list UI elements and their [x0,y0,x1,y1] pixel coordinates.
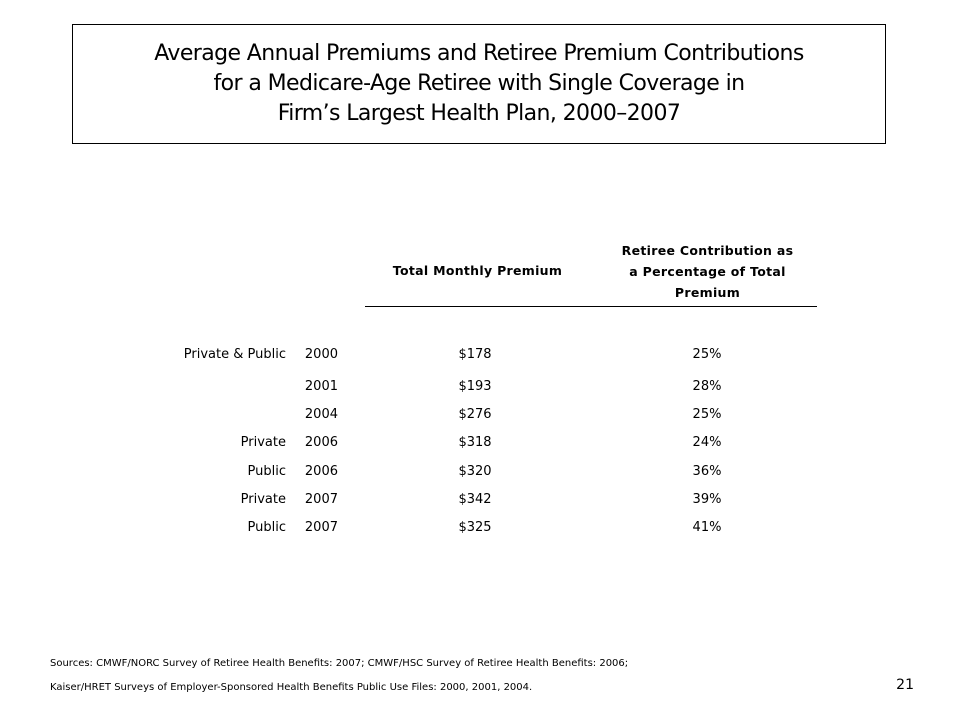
row-year: 2006 [304,464,338,479]
table-row-public-2007: Public 2007 $325 41% [0,518,960,538]
table-row-2000: Private & Public 2000 $178 25% [0,345,960,365]
sources-note: Sources: CMWF/NORC Survey of Retiree Hea… [50,652,628,700]
row-retiree-contribution-percent: 28% [692,379,722,394]
sources-note-line-2: Kaiser/HRET Surveys of Employer-Sponsore… [50,682,533,693]
column-header-retiree-contribution-line-3: Premium [674,285,741,300]
row-total-monthly-premium: $276 [458,407,492,422]
table-row-2001: 2001 $193 28% [0,377,960,397]
table-row-2004: 2004 $276 25% [0,405,960,425]
row-year: 2007 [304,492,338,507]
row-total-monthly-premium: $318 [458,435,492,450]
table-row-public-2006: Public 2006 $320 36% [0,462,960,482]
column-header-total-monthly-premium: Total Monthly Premium [392,263,563,278]
table-row-private-2006: Private 2006 $318 24% [0,433,960,453]
row-total-monthly-premium: $193 [458,379,492,394]
slide-title-box: Average Annual Premiums and Retiree Prem… [72,24,886,144]
row-sector-label: Private & Public [183,347,286,362]
row-retiree-contribution-percent: 24% [692,435,722,450]
row-total-monthly-premium: $320 [458,464,492,479]
row-total-monthly-premium: $325 [458,520,492,535]
row-year: 2007 [304,520,338,535]
sources-note-line-1: Sources: CMWF/NORC Survey of Retiree Hea… [50,658,629,669]
row-retiree-contribution-percent: 39% [692,492,722,507]
row-total-monthly-premium: $342 [458,492,492,507]
row-sector-label: Public [247,520,286,535]
row-year: 2000 [304,347,338,362]
row-sector-label: Private [240,492,286,507]
column-header-retiree-contribution-line-1: Retiree Contribution as [621,243,794,258]
row-sector-label: Public [247,464,286,479]
row-retiree-contribution-percent: 25% [692,407,722,422]
table-row-private-2007: Private 2007 $342 39% [0,490,960,510]
row-total-monthly-premium: $178 [458,347,492,362]
row-year: 2001 [304,379,338,394]
row-year: 2006 [304,435,338,450]
slide-title-line-3: Firm’s Largest Health Plan, 2000–2007 [277,101,681,126]
slide-title-line-2: for a Medicare-Age Retiree with Single C… [213,71,746,96]
column-header-retiree-contribution: Retiree Contribution as a Percentage of … [595,240,820,303]
row-retiree-contribution-percent: 25% [692,347,722,362]
slide-title-line-1: Average Annual Premiums and Retiree Prem… [154,41,804,66]
row-retiree-contribution-percent: 36% [692,464,722,479]
row-sector-label: Private [240,435,286,450]
header-underline [365,306,817,307]
row-year: 2004 [304,407,338,422]
row-retiree-contribution-percent: 41% [692,520,722,535]
page-number: 21 [896,677,914,693]
column-header-retiree-contribution-line-2: a Percentage of Total [629,264,786,279]
